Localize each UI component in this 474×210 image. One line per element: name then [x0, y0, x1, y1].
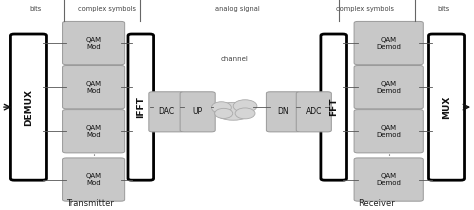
- FancyBboxPatch shape: [296, 92, 331, 132]
- FancyBboxPatch shape: [180, 92, 215, 132]
- FancyBboxPatch shape: [354, 158, 423, 201]
- Text: QAM
Mod: QAM Mod: [85, 173, 102, 186]
- Text: MUX: MUX: [442, 95, 451, 119]
- Text: FFT: FFT: [329, 98, 338, 116]
- FancyBboxPatch shape: [354, 110, 423, 153]
- Text: QAM
Demod: QAM Demod: [376, 81, 401, 94]
- FancyBboxPatch shape: [428, 34, 465, 180]
- Text: QAM
Demod: QAM Demod: [376, 173, 401, 186]
- FancyBboxPatch shape: [266, 92, 300, 132]
- Text: QAM
Mod: QAM Mod: [85, 125, 102, 138]
- Text: complex symbols: complex symbols: [78, 7, 136, 12]
- FancyBboxPatch shape: [149, 92, 184, 132]
- Text: bits: bits: [29, 7, 42, 12]
- Text: analog signal: analog signal: [215, 7, 259, 12]
- Text: DAC: DAC: [158, 107, 174, 116]
- Text: channel: channel: [221, 56, 248, 62]
- Text: DN: DN: [277, 107, 289, 116]
- Ellipse shape: [235, 108, 255, 119]
- Ellipse shape: [214, 102, 252, 120]
- Text: QAM
Mod: QAM Mod: [85, 81, 102, 94]
- Text: QAM
Demod: QAM Demod: [376, 37, 401, 50]
- Ellipse shape: [233, 100, 257, 112]
- Text: QAM
Mod: QAM Mod: [85, 37, 102, 50]
- Ellipse shape: [215, 108, 233, 118]
- FancyBboxPatch shape: [10, 34, 46, 180]
- Text: Receiver: Receiver: [358, 199, 395, 208]
- FancyBboxPatch shape: [63, 21, 125, 65]
- Text: Transmitter: Transmitter: [66, 199, 114, 208]
- FancyBboxPatch shape: [354, 66, 423, 109]
- Text: IFFT: IFFT: [137, 96, 145, 118]
- Text: UP: UP: [192, 107, 203, 116]
- Text: ADC: ADC: [306, 107, 322, 116]
- FancyBboxPatch shape: [63, 66, 125, 109]
- FancyBboxPatch shape: [128, 34, 154, 180]
- Text: QAM
Demod: QAM Demod: [376, 125, 401, 138]
- FancyBboxPatch shape: [63, 110, 125, 153]
- FancyBboxPatch shape: [321, 34, 346, 180]
- FancyBboxPatch shape: [354, 21, 423, 65]
- Ellipse shape: [211, 102, 231, 113]
- Text: DEMUX: DEMUX: [24, 89, 33, 126]
- FancyBboxPatch shape: [63, 158, 125, 201]
- Text: bits: bits: [437, 7, 449, 12]
- Text: complex symbols: complex symbols: [336, 7, 394, 12]
